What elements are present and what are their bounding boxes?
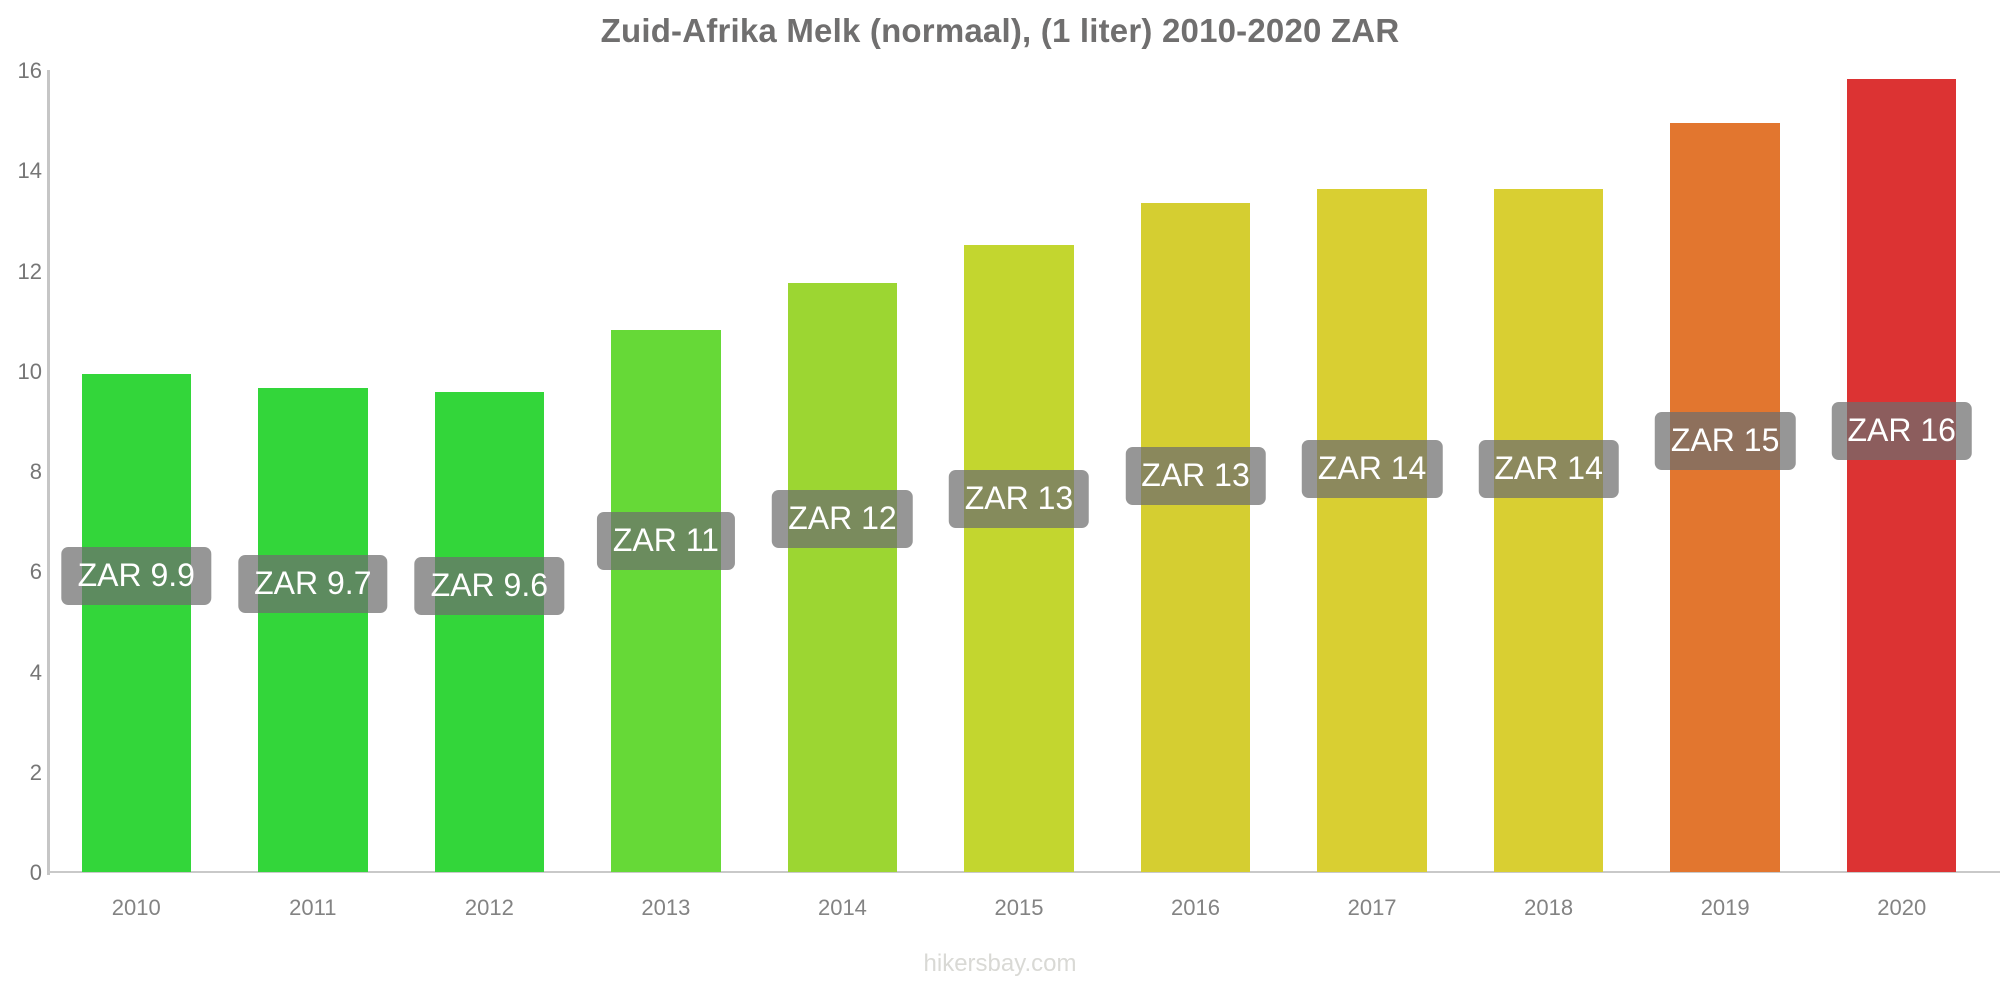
x-axis-tick-label: 2010 [111,895,161,920]
y-axis-tick-label: 14 [17,158,42,184]
x-axis-line [48,871,2000,873]
y-axis-tick-label: 10 [17,358,42,384]
bar-value-label: ZAR 13 [948,469,1090,528]
x-axis-tick-label: 2018 [1524,895,1574,920]
y-axis-line [47,70,50,875]
y-axis-tick-label: 8 [29,459,42,484]
bar[interactable] [1140,202,1251,872]
bar-value-label: ZAR 13 [1125,447,1266,506]
watermark: hikersbay.com [923,950,1077,977]
bar-value-label: ZAR 12 [772,489,913,548]
bar[interactable] [81,374,191,872]
bar[interactable] [1493,189,1604,872]
x-axis-tick-label: 2020 [1877,895,1927,920]
bar-value-label: ZAR 9.7 [238,554,388,613]
plot-area: ZAR 9.9 ZAR 9.7 ZAR 9.6 ZAR 11 ZAR 12 ZAR 13 Z… [48,70,1990,872]
bar[interactable] [964,245,1074,872]
bar-value-label: ZAR 16 [1831,401,1972,460]
y-axis-tick-label: 2 [29,759,42,785]
bar-slot: ZAR 14 [1478,70,1619,872]
bar-slot: ZAR 9.6 [414,70,565,872]
x-axis-tick-label: 2015 [994,895,1044,920]
bar-value-label: ZAR 9.6 [414,557,565,616]
x-axis-tick-label: 2017 [1347,895,1397,920]
y-axis-tick-label: 6 [29,559,42,585]
x-axis-tick-label: 2011 [289,895,337,920]
bar-slot: ZAR 15 [1654,70,1796,872]
chart-title: Zuid-Afrika Melk (normaal), (1 liter) 20… [600,12,1400,49]
y-axis-ticks: 16 14 12 10 8 6 4 2 0 [0,0,42,1000]
x-axis-tick-label: 2014 [817,895,867,920]
y-axis-tick-label: 16 [17,58,42,83]
bar-value-label: ZAR 15 [1654,411,1796,470]
bar[interactable] [1317,189,1427,872]
y-axis-tick-label: 12 [17,258,42,284]
x-axis-tick-label: 2013 [641,895,691,920]
bar[interactable] [611,329,721,872]
y-axis-tick-label: 0 [29,860,42,885]
bar-slot: ZAR 9.7 [238,70,388,872]
bar[interactable] [787,283,898,872]
y-axis-tick-label: 4 [29,659,42,685]
bar-value-label: ZAR 9.9 [61,547,211,606]
x-axis-tick-label: 2012 [464,895,514,920]
bar-slot: ZAR 9.9 [61,70,211,872]
bar-slot: ZAR 13 [1125,70,1266,872]
x-axis-tick-label: 2016 [1171,895,1221,920]
x-axis-tick-label: 2019 [1700,895,1750,920]
bar-value-label: ZAR 11 [596,512,735,571]
bar-slot: ZAR 11 [596,70,735,872]
bar[interactable] [1670,123,1780,872]
bar-slot: ZAR 13 [948,70,1090,872]
bar[interactable] [1846,79,1957,872]
bar-slot: ZAR 12 [772,70,913,872]
bar[interactable] [258,387,368,872]
bar-value-label: ZAR 14 [1301,439,1443,498]
bar[interactable] [434,392,545,872]
bar-value-label: ZAR 14 [1478,439,1619,498]
bar-slot: ZAR 14 [1301,70,1443,872]
bar-slot: ZAR 16 [1831,70,1972,872]
